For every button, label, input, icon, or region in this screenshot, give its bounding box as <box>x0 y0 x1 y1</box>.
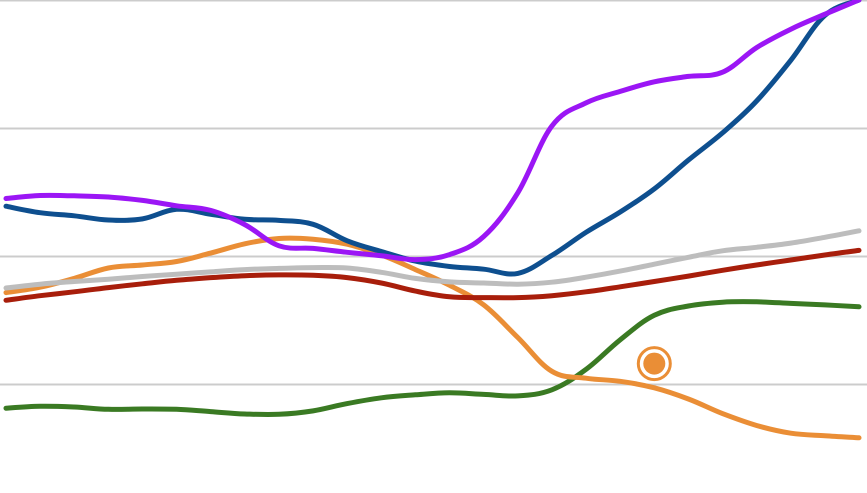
series-line-2 <box>3 235 862 441</box>
series-line-4 <box>3 247 862 303</box>
series-line-1 <box>3 0 862 277</box>
series-line-3 <box>3 228 862 291</box>
highlight-marker-dot[interactable] <box>643 352 666 375</box>
series-line-5 <box>3 299 862 418</box>
gridlines <box>0 0 867 386</box>
highlight-marker-layer <box>636 346 672 382</box>
series-line-0 <box>3 0 862 263</box>
series-lines <box>3 0 862 441</box>
